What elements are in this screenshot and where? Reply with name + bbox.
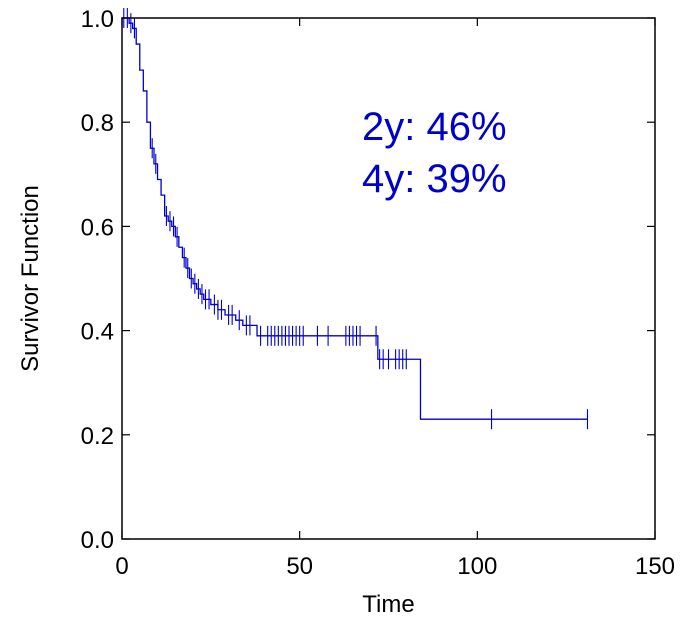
annotation-2y: 2y: 46% [362, 105, 507, 149]
y-tick-label: 0.8 [81, 110, 114, 137]
x-axis-title: Time [362, 591, 414, 618]
y-tick-label: 0.6 [81, 214, 114, 241]
plot-frame [121, 17, 656, 540]
x-tick-label: 0 [115, 553, 128, 580]
x-tick-label: 50 [286, 553, 313, 580]
annotation-4y: 4y: 39% [362, 157, 507, 201]
y-tick-label: 0.4 [81, 319, 114, 346]
y-axis-ticks: 0.0 0.2 0.4 0.6 0.8 1.0 [81, 6, 655, 554]
y-tick-label: 0.2 [81, 423, 114, 450]
x-tick-label: 100 [457, 553, 497, 580]
survival-curve [122, 17, 588, 420]
x-axis-ticks: 0 50 100 150 [115, 18, 675, 580]
y-axis-title: Survivor Function [17, 185, 44, 372]
y-tick-label: 1.0 [81, 6, 114, 33]
plot-area [121, 8, 656, 540]
y-tick-label: 0.0 [81, 527, 114, 554]
x-tick-label: 150 [635, 553, 675, 580]
